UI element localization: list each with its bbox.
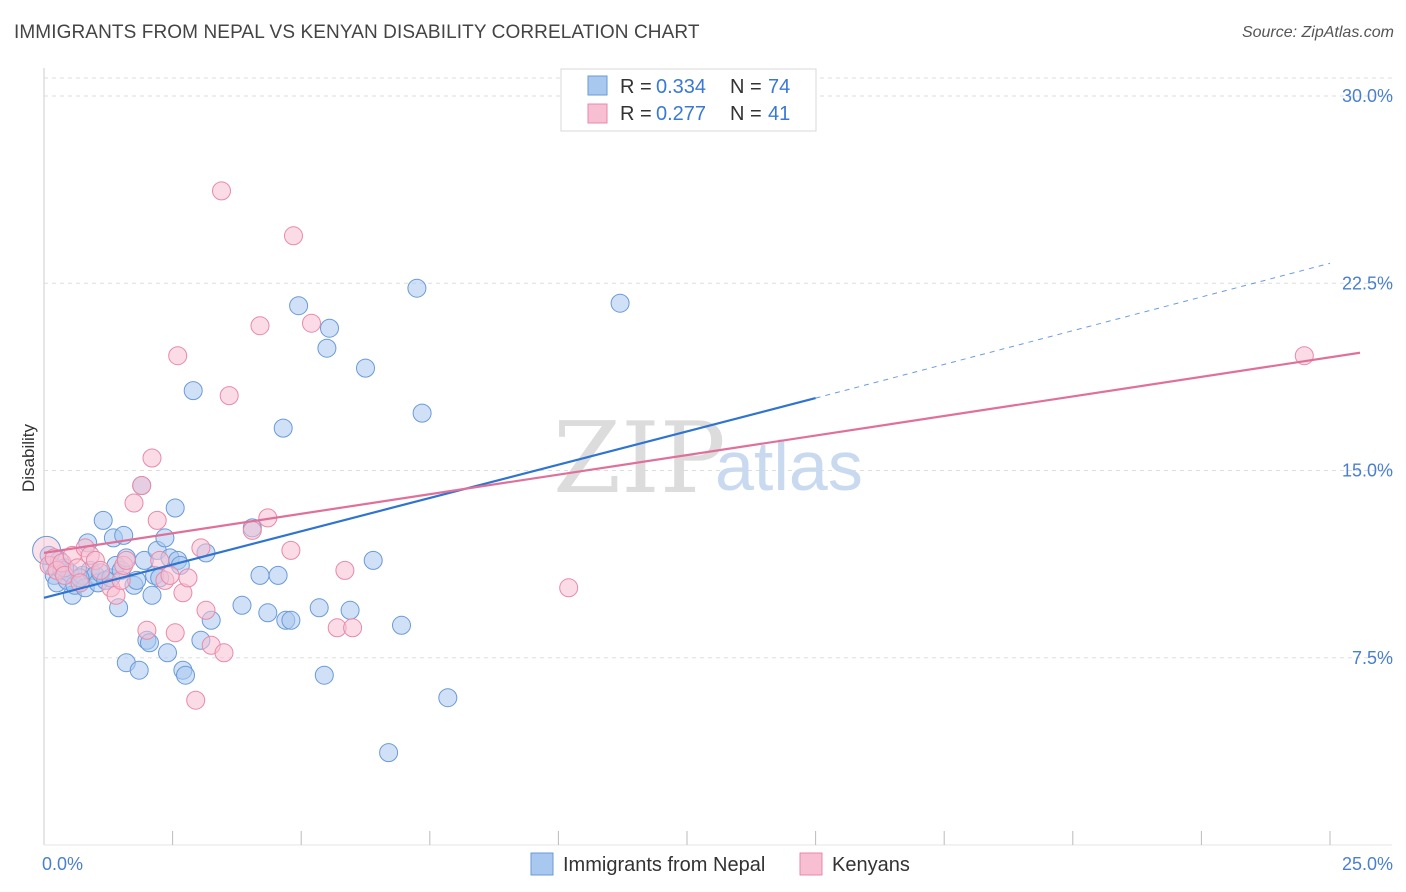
nepal-point-67 [392,615,411,635]
nepal-point-52 [250,565,270,585]
nepal-point-17 [93,510,113,530]
trend-line-kenya [43,351,1361,554]
kenya-point-36 [242,520,262,540]
x-tick-label-0: 0.0% [42,854,83,874]
nepal-point-34 [142,585,162,605]
kenya-point-25 [165,623,185,643]
nepal-point-63 [340,600,360,620]
kenya-point-24 [160,565,180,585]
legend-n-label-nepal: N = [730,76,762,98]
trend-line-nepal-extension [815,262,1331,399]
legend-n-label-kenya: N = [730,103,762,125]
bottom-legend: Immigrants from Nepal Kenyans [530,852,910,876]
nepal-point-60 [314,665,334,685]
bottom-legend-swatch-kenya [799,852,823,876]
nepal-point-53 [258,603,278,623]
trend-line-nepal [43,397,816,599]
series-nepal-points [32,278,630,763]
nepal-point-70 [438,688,458,708]
kenya-point-41 [302,313,321,333]
kenya-point-43 [335,560,355,580]
bottom-legend-swatch-nepal [530,852,554,876]
x-axis-ticks: 0.0% 25.0% [42,831,1393,874]
trend-lines [43,262,1361,599]
kenya-point-16 [116,550,136,570]
x-tick-label-1: 25.0% [1342,854,1393,874]
kenya-point-30 [191,538,211,558]
nepal-point-54 [268,565,288,585]
nepal-point-45 [176,665,195,685]
kenya-point-17 [124,493,144,513]
kenya-point-35 [219,386,239,406]
nepal-point-50 [232,595,252,615]
y-tick-label-3: 30.0% [1342,86,1393,106]
bottom-legend-label-kenya: Kenyans [832,854,910,876]
legend-r-value-nepal: 0.334 [656,76,706,98]
series-kenya-points [39,181,1314,710]
legend-swatch-kenya [587,103,608,124]
nepal-point-59 [309,598,329,618]
legend-r-label-kenya: R = [620,103,652,125]
kenya-point-39 [281,540,301,560]
nepal-point-58 [289,296,309,316]
legend: R = 0.334 N = 74 R = 0.277 N = 41 [560,68,817,132]
legend-r-label-nepal: R = [620,76,652,98]
nepal-point-41 [165,498,185,518]
nepal-point-69 [412,403,432,423]
nepal-point-46 [183,381,203,401]
kenya-point-45 [559,578,579,598]
legend-r-value-kenya: 0.277 [656,103,706,125]
chart-title: IMMIGRANTS FROM NEPAL VS KENYAN DISABILI… [14,22,700,43]
nepal-point-62 [320,318,339,338]
nepal-point-38 [155,528,175,548]
kenya-point-18 [132,476,152,495]
nepal-point-29 [129,660,149,680]
nepal-point-57 [281,610,301,630]
nepal-point-55 [273,418,293,438]
nepal-point-65 [363,550,383,570]
kenya-point-20 [142,448,162,468]
kenya-point-21 [147,510,167,530]
kenya-point-44 [343,618,363,638]
legend-swatch-nepal [587,75,608,96]
nepal-point-61 [317,338,337,358]
kenya-point-11 [91,560,111,580]
kenya-point-22 [150,550,170,570]
kenya-point-34 [214,643,234,663]
nepal-point-68 [407,278,427,298]
kenya-point-29 [186,690,206,710]
kenya-point-19 [137,620,157,640]
y-tick-label-0: 7.5% [1352,648,1393,668]
nepal-point-71 [610,293,630,313]
legend-n-value-kenya: 41 [768,103,790,125]
kenya-point-31 [196,600,216,620]
y-tick-label-1: 15.0% [1342,461,1393,481]
nepal-point-39 [158,643,177,663]
y-axis-ticks: 7.5% 15.0% 22.5% 30.0% [1342,86,1393,668]
source-label: Source: ZipAtlas.com [1241,24,1394,41]
nepal-point-66 [379,743,399,763]
y-tick-label-2: 22.5% [1342,273,1393,293]
kenya-point-28 [178,568,198,588]
legend-n-value-nepal: 74 [768,76,790,98]
bottom-legend-label-nepal: Immigrants from Nepal [563,854,765,876]
kenya-point-37 [250,316,270,336]
y-axis-title: Disability [19,423,38,492]
kenya-point-33 [212,181,231,201]
kenya-point-26 [168,346,188,366]
kenya-point-40 [284,226,303,246]
watermark: ZIP atlas [553,402,863,516]
nepal-point-64 [356,358,375,378]
